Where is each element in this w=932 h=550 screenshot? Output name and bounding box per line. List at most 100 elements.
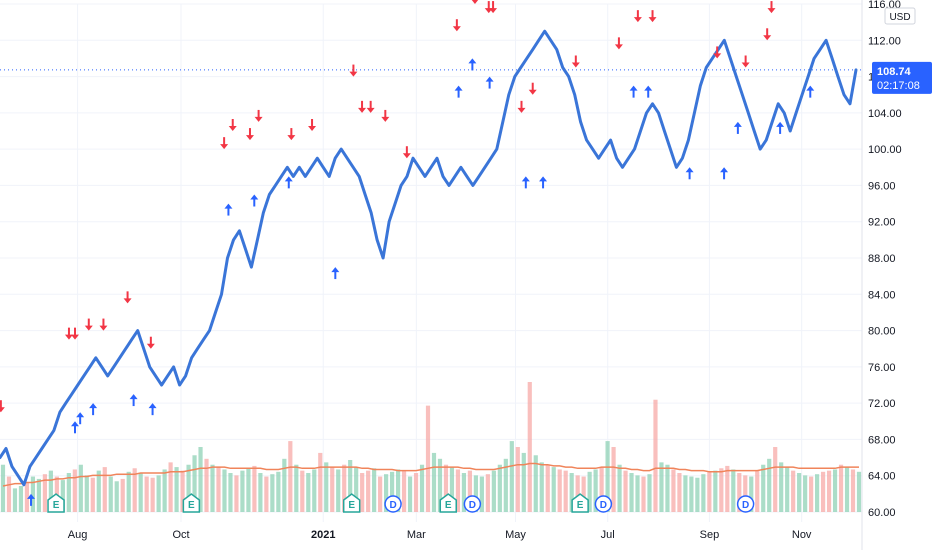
event-badge-label: E	[53, 500, 60, 511]
volume-bar	[563, 470, 568, 512]
volume-bar	[611, 447, 616, 512]
x-tick-label: Mar	[407, 529, 426, 541]
volume-bar	[491, 470, 496, 512]
buy-signal-arrow-icon	[776, 121, 785, 134]
volume-bar	[455, 469, 461, 512]
grid-layer	[0, 3, 862, 522]
sell-signal-arrow-icon	[633, 10, 642, 23]
y-tick-label: 100.00	[868, 144, 902, 156]
volume-bar	[743, 475, 748, 512]
volume-bar	[78, 464, 83, 512]
buy-signal-arrow-icon	[685, 167, 694, 180]
volume-bar	[96, 470, 101, 512]
dividend-badge[interactable]: D	[736, 495, 755, 513]
earnings-badge[interactable]: E	[571, 493, 589, 513]
volume-bar	[557, 469, 562, 512]
x-axis[interactable]: Aug Oct 2021 Mar May Jul Sep Nov	[68, 529, 812, 541]
event-badge-label: D	[469, 500, 476, 511]
volume-bar	[683, 475, 688, 512]
volume-bar	[407, 476, 413, 512]
volume-bar	[318, 452, 323, 512]
sell-signal-arrow-icon	[254, 109, 263, 122]
earnings-badge[interactable]: E	[182, 493, 201, 513]
volume-bar	[713, 470, 718, 512]
dividend-badge[interactable]: D	[384, 495, 402, 513]
volume-bar	[701, 474, 706, 512]
dividend-badge[interactable]: D	[463, 495, 482, 513]
sell-signal-arrow-icon	[648, 10, 657, 23]
sell-signal-arrow-icon	[713, 46, 722, 59]
volume-bar	[174, 467, 179, 512]
volume-bar	[509, 441, 514, 512]
sell-signal-arrow-icon	[763, 28, 772, 41]
sell-signal-arrow-icon	[471, 0, 479, 4]
volume-bar	[815, 474, 820, 512]
x-tick-label: May	[505, 529, 526, 541]
event-badge-label: E	[577, 500, 584, 511]
x-tick-label: 2021	[311, 529, 335, 541]
volume-bar	[306, 473, 311, 512]
volume-bar	[832, 469, 838, 512]
volume-bar	[0, 464, 6, 512]
volume-bar	[342, 464, 347, 512]
sell-signal-arrow-icon	[452, 19, 461, 32]
sell-signal-arrow-icon	[64, 327, 73, 340]
volume-bar	[653, 399, 658, 512]
y-tick-label: 92.00	[868, 217, 896, 229]
volume-bar	[60, 480, 65, 512]
volume-bar	[24, 482, 30, 512]
volume-bar	[791, 470, 796, 512]
buy-signal-arrow-icon	[468, 58, 477, 71]
y-tick-label: 96.00	[868, 180, 896, 192]
volume-bar	[641, 476, 646, 512]
x-tick-label: Jul	[601, 529, 615, 541]
earnings-badge[interactable]: E	[342, 493, 361, 513]
volume-bar	[276, 471, 281, 512]
volume-bar	[527, 382, 532, 512]
volume-bar	[719, 468, 724, 512]
volume-bar	[599, 467, 604, 512]
sell-signal-arrow-icon	[245, 128, 254, 141]
volume-bar	[581, 476, 586, 512]
sell-signal-arrow-icon	[84, 318, 93, 331]
dividend-badge[interactable]: D	[594, 495, 613, 513]
y-tick-label: 60.00	[868, 507, 896, 519]
volume-bar	[659, 462, 664, 512]
earnings-badge[interactable]: E	[47, 493, 65, 513]
volume-bar	[216, 467, 221, 512]
volume-bar	[497, 464, 502, 512]
y-tick-label: 112.00	[868, 35, 901, 47]
volume-bar	[461, 473, 467, 512]
volume-bar	[443, 464, 449, 512]
volume-bar	[820, 471, 826, 512]
sell-signal-arrow-icon	[741, 55, 750, 68]
buy-signal-arrow-icon	[250, 194, 259, 207]
volume-bar	[144, 476, 149, 512]
sell-signal-arrow-icon	[123, 291, 132, 304]
volume-bar	[665, 464, 670, 512]
volume-bar	[605, 441, 610, 512]
earnings-badge[interactable]: E	[439, 493, 457, 513]
volume-bar	[354, 467, 359, 512]
volume-bar	[677, 473, 682, 512]
volume-bar	[761, 464, 766, 512]
volume-bar	[767, 458, 772, 512]
volume-bar	[366, 470, 371, 512]
currency-text: USD	[889, 12, 910, 23]
volume-bar	[294, 464, 299, 512]
volume-bar	[575, 475, 580, 512]
volume-bar	[198, 447, 203, 512]
sell-signal-arrow-icon	[70, 327, 79, 340]
volume-bar	[647, 474, 652, 512]
volume-bar	[587, 471, 592, 512]
x-tick-label: Oct	[172, 529, 189, 541]
volume-bar	[156, 475, 161, 512]
volume-bar	[431, 452, 437, 512]
volume-bar	[569, 473, 574, 512]
sell-signal-arrow-icon	[308, 119, 317, 131]
volume-bar	[689, 476, 694, 512]
event-badge-label: D	[389, 500, 396, 511]
volume-bar	[114, 481, 119, 512]
y-axis[interactable]: 116.00112.00108.00104.00100.0096.0092.00…	[861, 0, 902, 550]
